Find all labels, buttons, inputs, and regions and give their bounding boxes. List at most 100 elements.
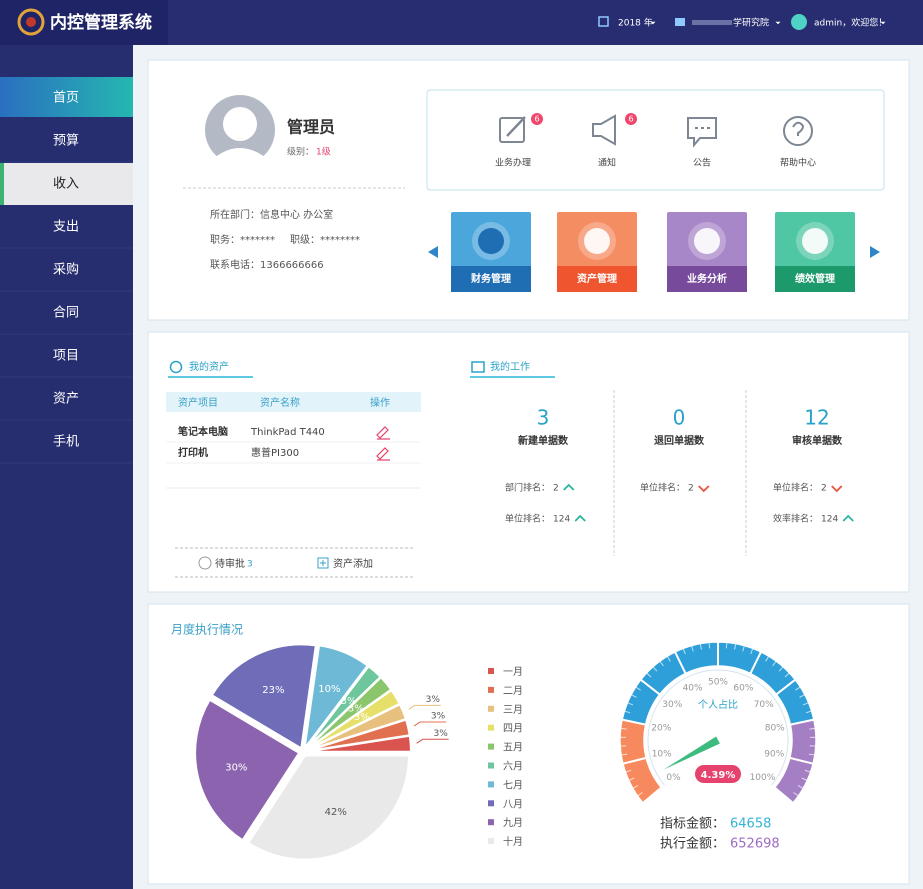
nav-item[interactable]: 首页 [53,91,79,106]
gauge-minor-tick [621,753,628,756]
calendar-icon [598,16,609,27]
logo-icon [17,8,45,36]
gauge-title: 个人占比 [698,698,738,711]
gauge-tick [749,651,762,674]
gauge-minor-tick [742,645,745,652]
pie-slice [303,644,369,752]
gauge-minor-tick [765,655,770,662]
gauge-minor-tick [808,753,815,756]
quick-link-label[interactable]: 通知 [598,157,616,169]
gauge-tick-label: 20% [651,723,671,733]
year-caret [650,21,656,25]
trend-arrow [563,483,575,491]
pie-slice [304,664,383,750]
legend-label: 五月 [503,742,523,754]
asset-name: ThinkPad T440 [250,427,325,438]
quick-link-label[interactable]: 业务办理 [495,157,531,169]
legend-swatch [488,724,494,731]
year-selector[interactable]: 2018 年 [618,17,653,29]
nav-item[interactable]: 预算 [53,134,79,149]
user-avatar [791,14,807,30]
module-band [667,266,747,292]
stat-label: 单位排名： [773,482,818,494]
gauge-value: 4.39% [701,770,736,781]
nav-item[interactable]: 手机 [53,435,79,450]
gauge-needle [663,736,720,770]
gauge-tick [789,756,814,765]
pie-slice [246,754,410,861]
legend-label: 一月 [503,666,523,678]
carousel-prev[interactable] [428,246,438,258]
badge-count: 6 [628,115,633,124]
assets-icon [169,360,183,374]
quick-links-box [426,89,885,191]
module-band [775,266,855,292]
gauge-value-badge [695,765,741,783]
legend-swatch [488,705,494,712]
stat-label: 单位排名： [640,482,685,494]
module-icon [478,228,504,254]
quick-link-label[interactable]: 公告 [693,157,711,169]
module-band [451,266,531,292]
gauge-minor-tick [734,643,737,650]
amount-value: 652698 [730,837,780,852]
nav-item[interactable]: 项目 [53,349,79,364]
add-asset[interactable]: 资产添加 [333,557,373,570]
pie-label: 30% [225,763,247,774]
quick-link-label[interactable]: 帮助中心 [780,157,816,169]
pending-label[interactable]: 待审批 [215,557,245,570]
gauge-minor-tick [682,648,686,655]
gauge-minor-tick [624,710,631,714]
gauge-tick [621,718,646,726]
trend-arrow [842,514,854,522]
edit-icon[interactable] [376,426,390,440]
assets-title: 我的资产 [189,360,229,373]
profile-level: 1级 [316,146,331,158]
nav-item[interactable]: 支出 [53,220,79,235]
legend-swatch [488,762,494,769]
gauge-minor-tick [627,702,634,706]
gauge-minor-tick [725,642,728,649]
gauge-tick-label: 10% [652,750,672,760]
gauge-minor-tick [801,777,808,781]
nav-item[interactable]: 采购 [53,262,79,278]
nav-item[interactable]: 资产 [53,392,79,407]
gauge-minor-tick [666,655,671,662]
legend-swatch [488,686,494,693]
work-label: 新建单据数 [518,434,569,447]
org-blur [692,20,732,25]
gauge-minor-tick [691,645,694,652]
user-menu[interactable]: admin，欢迎您！ [814,17,887,29]
badge [531,113,543,125]
pie-label: 3% [426,695,441,705]
org-selector[interactable]: 学研究院 [733,17,769,29]
gauge-minor-tick [795,686,801,691]
pie-label: 3% [341,696,357,707]
legend-swatch [488,668,494,674]
work-count: 0 [673,406,686,430]
gauge-tick [642,786,662,804]
legend-label: 七月 [503,779,523,791]
legend-label: 四月 [503,723,523,735]
asset-item: 笔记本电脑 [178,425,228,438]
carousel-next[interactable] [870,246,880,258]
pie-label: 3% [348,703,364,714]
profile-phone: 联系电话：1366666666 [210,258,324,271]
gauge-minor-tick [628,777,635,781]
nav-item[interactable]: 合同 [53,306,79,321]
legend-swatch [488,838,494,845]
stat-value: 2 [553,484,559,494]
stat-value: 2 [821,484,827,494]
stat-value: 2 [688,484,694,494]
gauge-minor-tick [659,660,664,667]
nav-item[interactable]: 收入 [53,177,79,192]
gauge-tick [790,718,815,726]
legend-label: 八月 [503,798,523,810]
legend-label: 十月 [503,835,523,848]
legend-label: 二月 [503,685,523,697]
gauge-tick-label: 0% [666,773,681,783]
icon-help-mark [792,121,805,136]
gauge-minor-tick [802,702,809,706]
edit-icon[interactable] [376,447,390,461]
